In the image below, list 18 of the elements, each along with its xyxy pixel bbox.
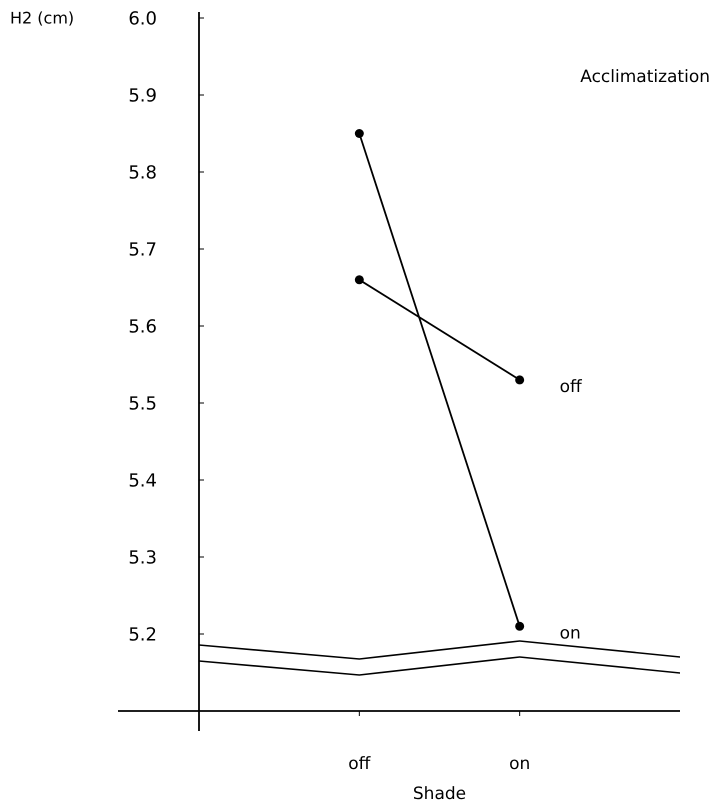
y-tick-label: 5.5 [128,393,157,414]
y-tick-label: 6.0 [128,8,157,30]
y-tick-label: 5.8 [128,162,157,184]
y-tick-label: 5.2 [128,624,157,646]
legend-title: Acclimatization [580,67,710,87]
y-tick-label: 5.7 [128,239,157,260]
point [515,622,524,631]
y-tick-label: 5.3 [128,547,157,568]
x-axis-title: Shade [412,784,466,804]
text: off [560,376,584,397]
text: on [560,623,581,644]
y-tick-label: 5.6 [128,316,157,338]
y-axis-title: H2 (cm) [10,8,74,28]
point [354,275,364,284]
point [515,375,524,384]
y-tick-label: 5.9 [128,85,157,106]
point [354,129,364,138]
y-tick-label: 5.4 [128,470,157,492]
